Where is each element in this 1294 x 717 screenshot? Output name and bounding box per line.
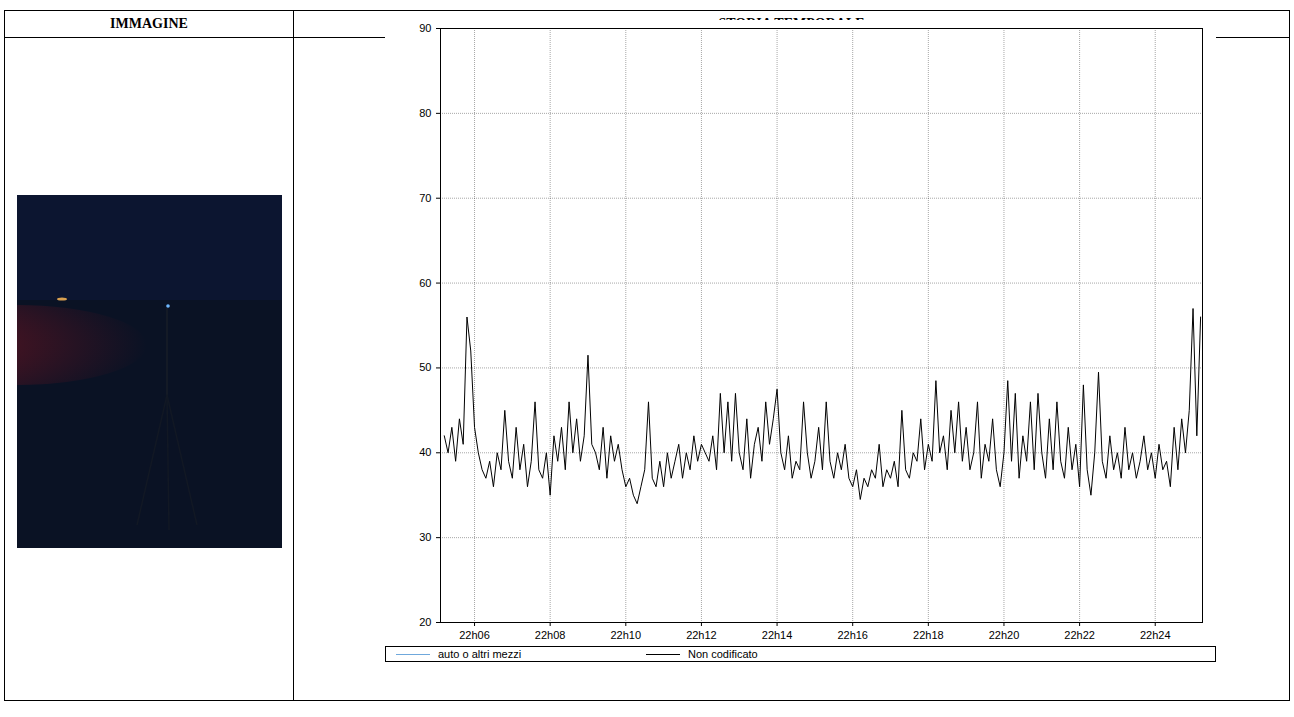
svg-text:60: 60	[419, 277, 431, 289]
html-text:Non codificato: Non codificato	[688, 648, 758, 660]
svg-text:22h12: 22h12	[686, 629, 717, 641]
html-text:auto o altri mezzi: auto o altri mezzi	[438, 648, 522, 660]
svg-text:20: 20	[419, 616, 431, 628]
svg-text:22h22: 22h22	[1064, 629, 1095, 641]
svg-text:30: 30	[419, 531, 431, 543]
svg-text:22h10: 22h10	[611, 629, 642, 641]
svg-text:50: 50	[419, 361, 431, 373]
svg-text:22h18: 22h18	[913, 629, 944, 641]
svg-text:22h08: 22h08	[535, 629, 566, 641]
svg-text:90: 90	[419, 22, 431, 34]
svg-text:22h20: 22h20	[989, 629, 1020, 641]
svg-text:40: 40	[419, 446, 431, 458]
svg-text:22h24: 22h24	[1140, 629, 1171, 641]
html-text:STORIA TEMPORALE: STORIA TEMPORALE	[718, 16, 865, 31]
svg-text:22h14: 22h14	[762, 629, 793, 641]
svg-text:70: 70	[419, 192, 431, 204]
svg-text:80: 80	[419, 107, 431, 119]
svg-text:22h16: 22h16	[837, 629, 868, 641]
html-text:IMMAGINE: IMMAGINE	[110, 16, 188, 31]
svg-text:22h06: 22h06	[459, 629, 490, 641]
